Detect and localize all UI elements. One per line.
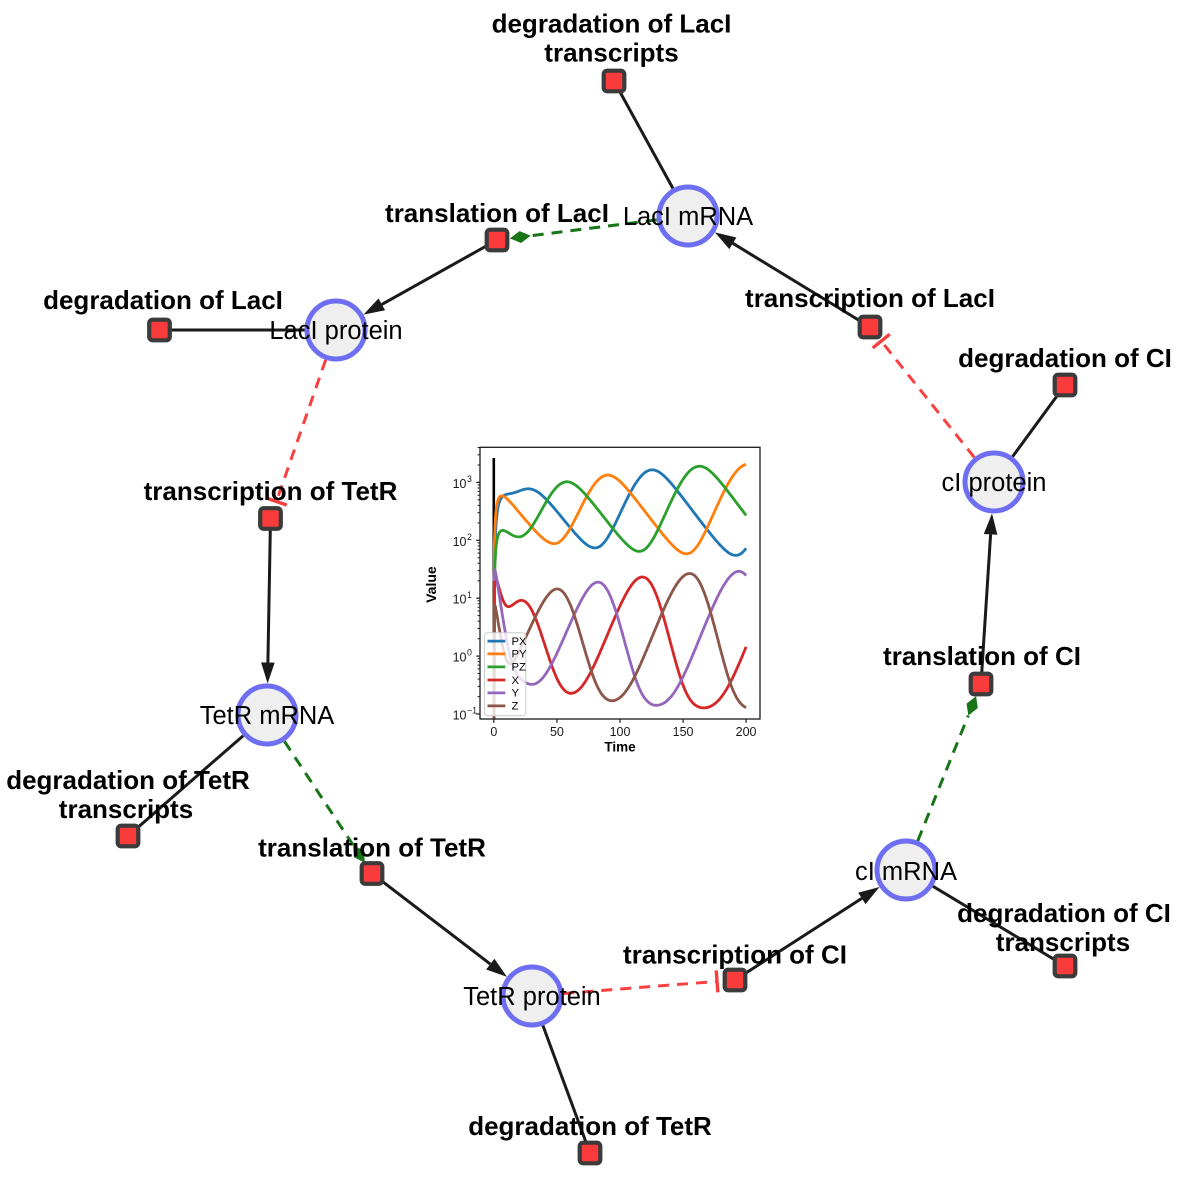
svg-text:transcription of CI: transcription of CI <box>623 940 847 970</box>
svg-text:3: 3 <box>467 474 472 484</box>
svg-text:X: X <box>512 675 520 687</box>
svg-text:PY: PY <box>512 649 528 661</box>
svg-text:10: 10 <box>453 593 467 607</box>
svg-text:0: 0 <box>490 725 497 739</box>
svg-text:LacI mRNA: LacI mRNA <box>623 203 753 231</box>
svg-text:transcription of TetR: transcription of TetR <box>144 476 398 506</box>
svg-text:−1: −1 <box>467 706 477 716</box>
svg-text:200: 200 <box>736 725 757 739</box>
svg-text:degradation of LacI: degradation of LacI <box>43 285 283 315</box>
svg-text:Z: Z <box>512 701 519 713</box>
svg-text:TetR protein: TetR protein <box>463 983 601 1011</box>
svg-text:translation of LacI: translation of LacI <box>385 198 609 228</box>
svg-text:transcripts: transcripts <box>544 38 678 68</box>
svg-text:translation of TetR: translation of TetR <box>258 833 486 863</box>
svg-text:150: 150 <box>673 725 694 739</box>
svg-text:transcripts: transcripts <box>996 927 1130 957</box>
svg-text:TetR mRNA: TetR mRNA <box>200 702 335 730</box>
svg-text:degradation of TetR: degradation of TetR <box>6 765 250 795</box>
svg-text:LacI protein: LacI protein <box>269 317 402 345</box>
svg-text:transcription of LacI: transcription of LacI <box>745 283 995 313</box>
svg-text:degradation of LacI: degradation of LacI <box>492 9 732 39</box>
svg-text:cI mRNA: cI mRNA <box>855 858 957 886</box>
svg-text:0: 0 <box>467 648 472 658</box>
svg-text:1: 1 <box>467 590 472 600</box>
svg-text:2: 2 <box>467 532 472 542</box>
svg-text:PZ: PZ <box>512 662 527 674</box>
svg-text:degradation of TetR: degradation of TetR <box>468 1111 712 1141</box>
svg-text:10: 10 <box>453 709 467 723</box>
svg-text:Value: Value <box>423 566 439 603</box>
svg-text:degradation of CI: degradation of CI <box>958 343 1172 373</box>
svg-text:cI protein: cI protein <box>942 469 1047 497</box>
svg-text:PX: PX <box>512 636 528 648</box>
svg-text:transcripts: transcripts <box>59 794 193 824</box>
svg-text:10: 10 <box>453 651 467 665</box>
svg-text:100: 100 <box>610 725 631 739</box>
svg-text:degradation of CI: degradation of CI <box>957 898 1171 928</box>
svg-text:10: 10 <box>453 535 467 549</box>
svg-text:10: 10 <box>453 477 467 491</box>
svg-text:translation of CI: translation of CI <box>883 641 1081 671</box>
svg-text:Y: Y <box>512 688 520 700</box>
svg-text:Time: Time <box>604 740 636 755</box>
svg-text:50: 50 <box>550 725 564 739</box>
